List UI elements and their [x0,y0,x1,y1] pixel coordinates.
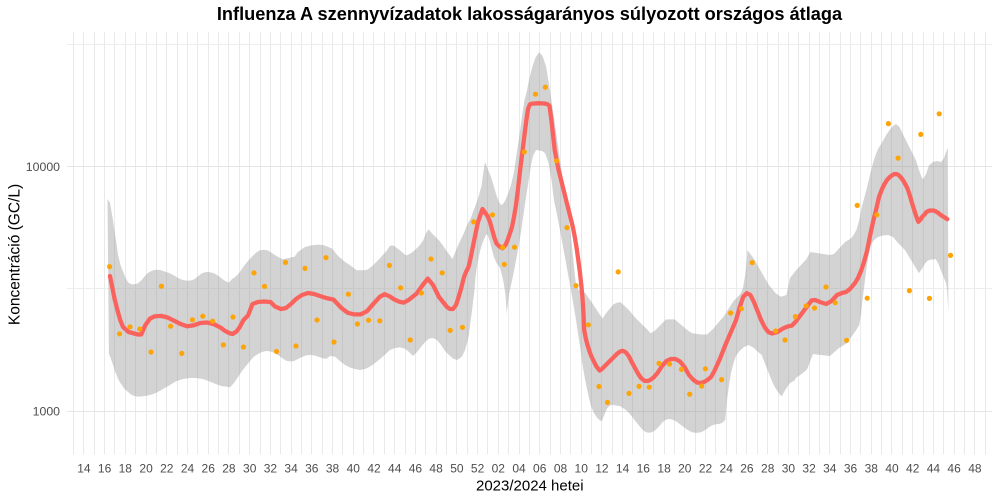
svg-text:10: 10 [575,462,589,476]
svg-text:20: 20 [678,462,692,476]
svg-text:2023/2024 hetei: 2023/2024 hetei [476,477,584,494]
svg-text:22: 22 [160,462,174,476]
svg-text:44: 44 [388,462,402,476]
svg-text:20: 20 [139,462,153,476]
svg-text:28: 28 [222,462,236,476]
svg-text:10000: 10000 [26,160,60,174]
svg-text:26: 26 [202,462,216,476]
svg-text:1000: 1000 [33,404,61,418]
svg-text:48: 48 [968,462,982,476]
svg-text:06: 06 [533,462,547,476]
svg-text:42: 42 [906,462,920,476]
svg-text:02: 02 [492,462,506,476]
svg-text:34: 34 [284,462,298,476]
svg-text:26: 26 [740,462,754,476]
svg-text:40: 40 [885,462,899,476]
svg-text:40: 40 [347,462,361,476]
svg-text:48: 48 [429,462,443,476]
svg-text:36: 36 [844,462,858,476]
svg-text:Influenza A szennyvízadatok la: Influenza A szennyvízadatok lakosságarán… [217,4,843,24]
svg-text:42: 42 [367,462,381,476]
svg-text:44: 44 [927,462,941,476]
svg-text:50: 50 [450,462,464,476]
svg-text:04: 04 [512,462,526,476]
svg-text:38: 38 [865,462,879,476]
svg-text:34: 34 [823,462,837,476]
svg-text:52: 52 [471,462,485,476]
svg-text:30: 30 [243,462,257,476]
svg-text:22: 22 [699,462,713,476]
svg-text:28: 28 [761,462,775,476]
svg-text:24: 24 [720,462,734,476]
svg-text:08: 08 [554,462,568,476]
svg-text:Koncentráció (GC/L): Koncentráció (GC/L) [7,184,24,325]
svg-text:16: 16 [637,462,651,476]
svg-text:24: 24 [181,462,195,476]
svg-text:18: 18 [657,462,671,476]
svg-text:30: 30 [782,462,796,476]
svg-text:46: 46 [947,462,961,476]
svg-text:38: 38 [326,462,340,476]
svg-text:32: 32 [802,462,816,476]
svg-text:36: 36 [305,462,319,476]
svg-text:14: 14 [616,462,630,476]
svg-text:18: 18 [119,462,133,476]
svg-text:12: 12 [595,462,609,476]
svg-text:46: 46 [409,462,423,476]
svg-text:14: 14 [77,462,91,476]
svg-text:16: 16 [98,462,112,476]
svg-text:32: 32 [264,462,278,476]
